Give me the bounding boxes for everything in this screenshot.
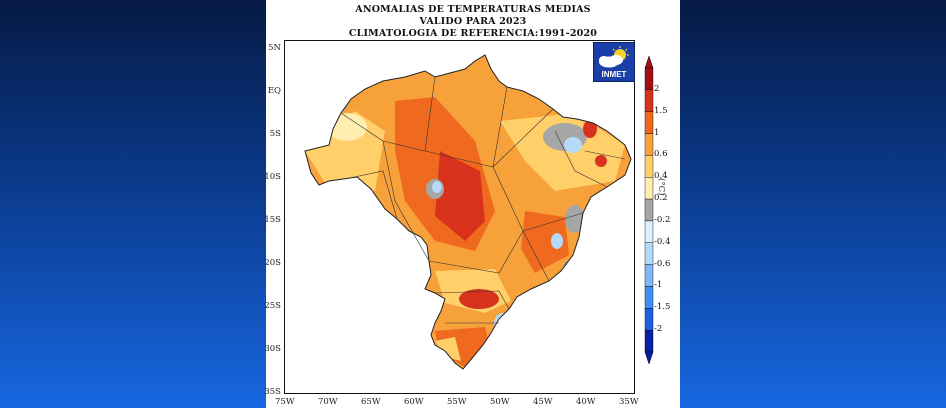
- lon-tick-label: 40W: [576, 397, 596, 407]
- far-south-light-zone: [435, 337, 461, 361]
- inmet-logo: INMET: [593, 42, 635, 82]
- lat-tick-label: 25S: [264, 301, 281, 311]
- lat-tick-label: EQ: [267, 86, 281, 96]
- east-red-spot: [595, 155, 607, 167]
- lat-tick-label: 5N: [268, 43, 281, 53]
- south-red-zone: [459, 289, 499, 309]
- state-border: [434, 290, 510, 310]
- colorbar-bin: [644, 308, 654, 331]
- colorbar-bin: [644, 89, 654, 112]
- state-border: [340, 76, 436, 152]
- map-title-line-1: ANOMALIAS DE TEMPERATURAS MEDIAS: [355, 4, 591, 15]
- map-title-line-3: CLIMATOLOGIA DE REFERENCIA:1991-2020: [348, 28, 598, 39]
- colorbar-tick-label: 0.2: [654, 193, 668, 204]
- colorbar-bin: [644, 286, 654, 309]
- state-border: [584, 150, 626, 160]
- lat-tick-label: 15S: [264, 215, 281, 225]
- colorbar-unit: (°C): [656, 178, 666, 196]
- colorbar-tick-label: 1: [654, 127, 660, 138]
- lon-tick-label: 70W: [318, 397, 338, 407]
- lon-tick-label: 65W: [361, 397, 381, 407]
- state-border: [492, 108, 554, 168]
- colorbar-bin: [644, 220, 654, 243]
- colorbar-tick-label: 0.4: [654, 171, 668, 182]
- colorbar-tick-label: -1: [654, 280, 663, 291]
- country-outline: [304, 54, 632, 370]
- southeast-blue-spot: [551, 233, 563, 249]
- southeast-dark-zone: [521, 211, 569, 273]
- colorbar-bin: [644, 329, 654, 353]
- coast-blue-spot: [564, 261, 574, 273]
- northeast-red-spot: [583, 120, 597, 138]
- lat-tick-label: 20S: [264, 258, 281, 268]
- colorbar-bin: [644, 242, 654, 265]
- lat-tick-label: 5S: [269, 129, 281, 139]
- map-title-line-2: VALIDO PARA 2023: [419, 16, 527, 27]
- central-blue-spot: [432, 181, 442, 193]
- colorbar: [644, 56, 654, 365]
- colorbar-tick-label: -1.5: [654, 302, 671, 313]
- colorbar-tick-label: -0.6: [654, 258, 671, 269]
- colorbar-tick-label: -0.4: [654, 236, 671, 247]
- colorbar-tick-label: -0.2: [654, 214, 671, 225]
- state-border: [344, 170, 398, 220]
- colorbar-bottom-arrow: [644, 351, 654, 365]
- lon-tick-label: 75W: [275, 397, 295, 407]
- lat-tick-label: 35S: [264, 387, 281, 397]
- lon-tick-label: 35W: [619, 397, 639, 407]
- colorbar-tick-label: 0.6: [654, 149, 668, 160]
- lon-tick-label: 55W: [447, 397, 467, 407]
- colorbar-bin: [644, 133, 654, 156]
- sun-cloud-icon: [599, 46, 629, 68]
- colorbar-tick-label: 2: [654, 83, 660, 94]
- brazil-anomaly-map: [304, 54, 632, 370]
- logo-text: INMET: [601, 70, 627, 79]
- coast-gray-zone: [565, 205, 585, 233]
- colorbar-tick-label: 1.5: [654, 105, 668, 116]
- state-border: [522, 212, 584, 232]
- colorbar-bin: [644, 264, 654, 287]
- lon-tick-label: 50W: [490, 397, 510, 407]
- state-border: [554, 130, 608, 188]
- colorbar-bin: [644, 198, 654, 222]
- lat-tick-label: 30S: [264, 344, 281, 354]
- lon-tick-label: 60W: [404, 397, 424, 407]
- northwest-gray-zone: [325, 85, 349, 113]
- state-border: [382, 140, 430, 262]
- lat-tick-label: 10S: [264, 172, 281, 182]
- colorbar-bin: [644, 67, 654, 91]
- lon-tick-label: 45W: [533, 397, 553, 407]
- colorbar-bin: [644, 155, 654, 178]
- colorbar-bin: [644, 111, 654, 134]
- map-frame: [284, 40, 635, 394]
- anomaly-field: [305, 55, 631, 369]
- state-border: [428, 230, 524, 274]
- colorbar-top-arrow: [644, 56, 654, 69]
- northeast-blue-spot: [564, 137, 582, 153]
- colorbar-tick-label: -2: [654, 324, 663, 335]
- colorbar-bin: [644, 177, 654, 200]
- central-red-zone: [435, 151, 485, 241]
